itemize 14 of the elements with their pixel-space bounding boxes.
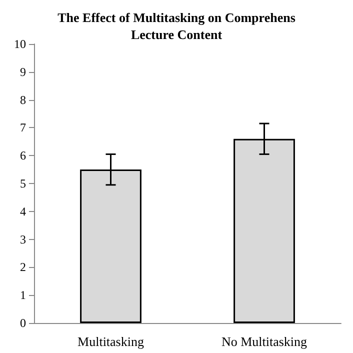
y-tick-label: 5 — [20, 176, 26, 190]
y-tick-label: 3 — [20, 232, 26, 246]
y-tick-label: 0 — [20, 316, 26, 330]
y-tick-label: 8 — [20, 92, 26, 107]
y-tick-label: 2 — [20, 260, 26, 274]
x-tick-label: Multitasking — [78, 334, 144, 349]
y-tick-label: 4 — [20, 204, 26, 218]
chart-title: The Effect of Multitasking on Comprehens Lecture Content — [58, 10, 296, 42]
y-tick-label: 6 — [20, 148, 26, 163]
y-tick-label: 7 — [20, 120, 26, 135]
x-tick-label: No Multitasking — [221, 334, 308, 349]
y-tick-label: 10 — [14, 37, 26, 51]
y-tick-label: 9 — [20, 64, 26, 79]
y-tick-label: 1 — [20, 288, 26, 302]
